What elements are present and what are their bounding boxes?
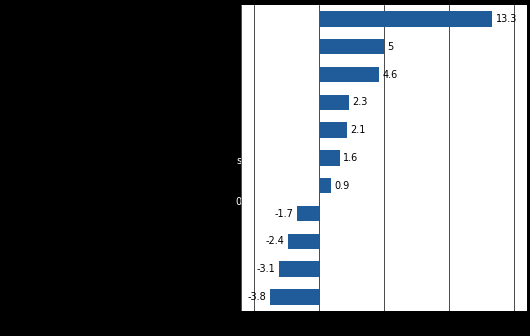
Text: 4.6: 4.6 xyxy=(382,70,398,80)
Text: -3.8: -3.8 xyxy=(248,292,267,302)
Bar xyxy=(270,289,319,304)
Bar xyxy=(288,234,319,249)
Text: s: s xyxy=(236,156,241,166)
Bar xyxy=(319,150,340,166)
Bar xyxy=(319,67,379,82)
Text: 1.6: 1.6 xyxy=(343,153,358,163)
Text: 0: 0 xyxy=(235,197,241,207)
Bar xyxy=(319,39,384,54)
Text: 13.3: 13.3 xyxy=(496,14,517,24)
Bar xyxy=(319,178,331,193)
Text: -3.1: -3.1 xyxy=(257,264,276,274)
Text: -1.7: -1.7 xyxy=(275,209,294,218)
Text: 0.9: 0.9 xyxy=(334,181,349,191)
Bar xyxy=(297,206,319,221)
Text: -2.4: -2.4 xyxy=(266,236,285,246)
Text: 5: 5 xyxy=(387,42,394,52)
Bar xyxy=(319,123,347,138)
Text: 2.1: 2.1 xyxy=(350,125,365,135)
Bar xyxy=(319,95,349,110)
Bar xyxy=(319,11,492,27)
Text: 2.3: 2.3 xyxy=(352,97,368,107)
Bar xyxy=(279,261,319,277)
